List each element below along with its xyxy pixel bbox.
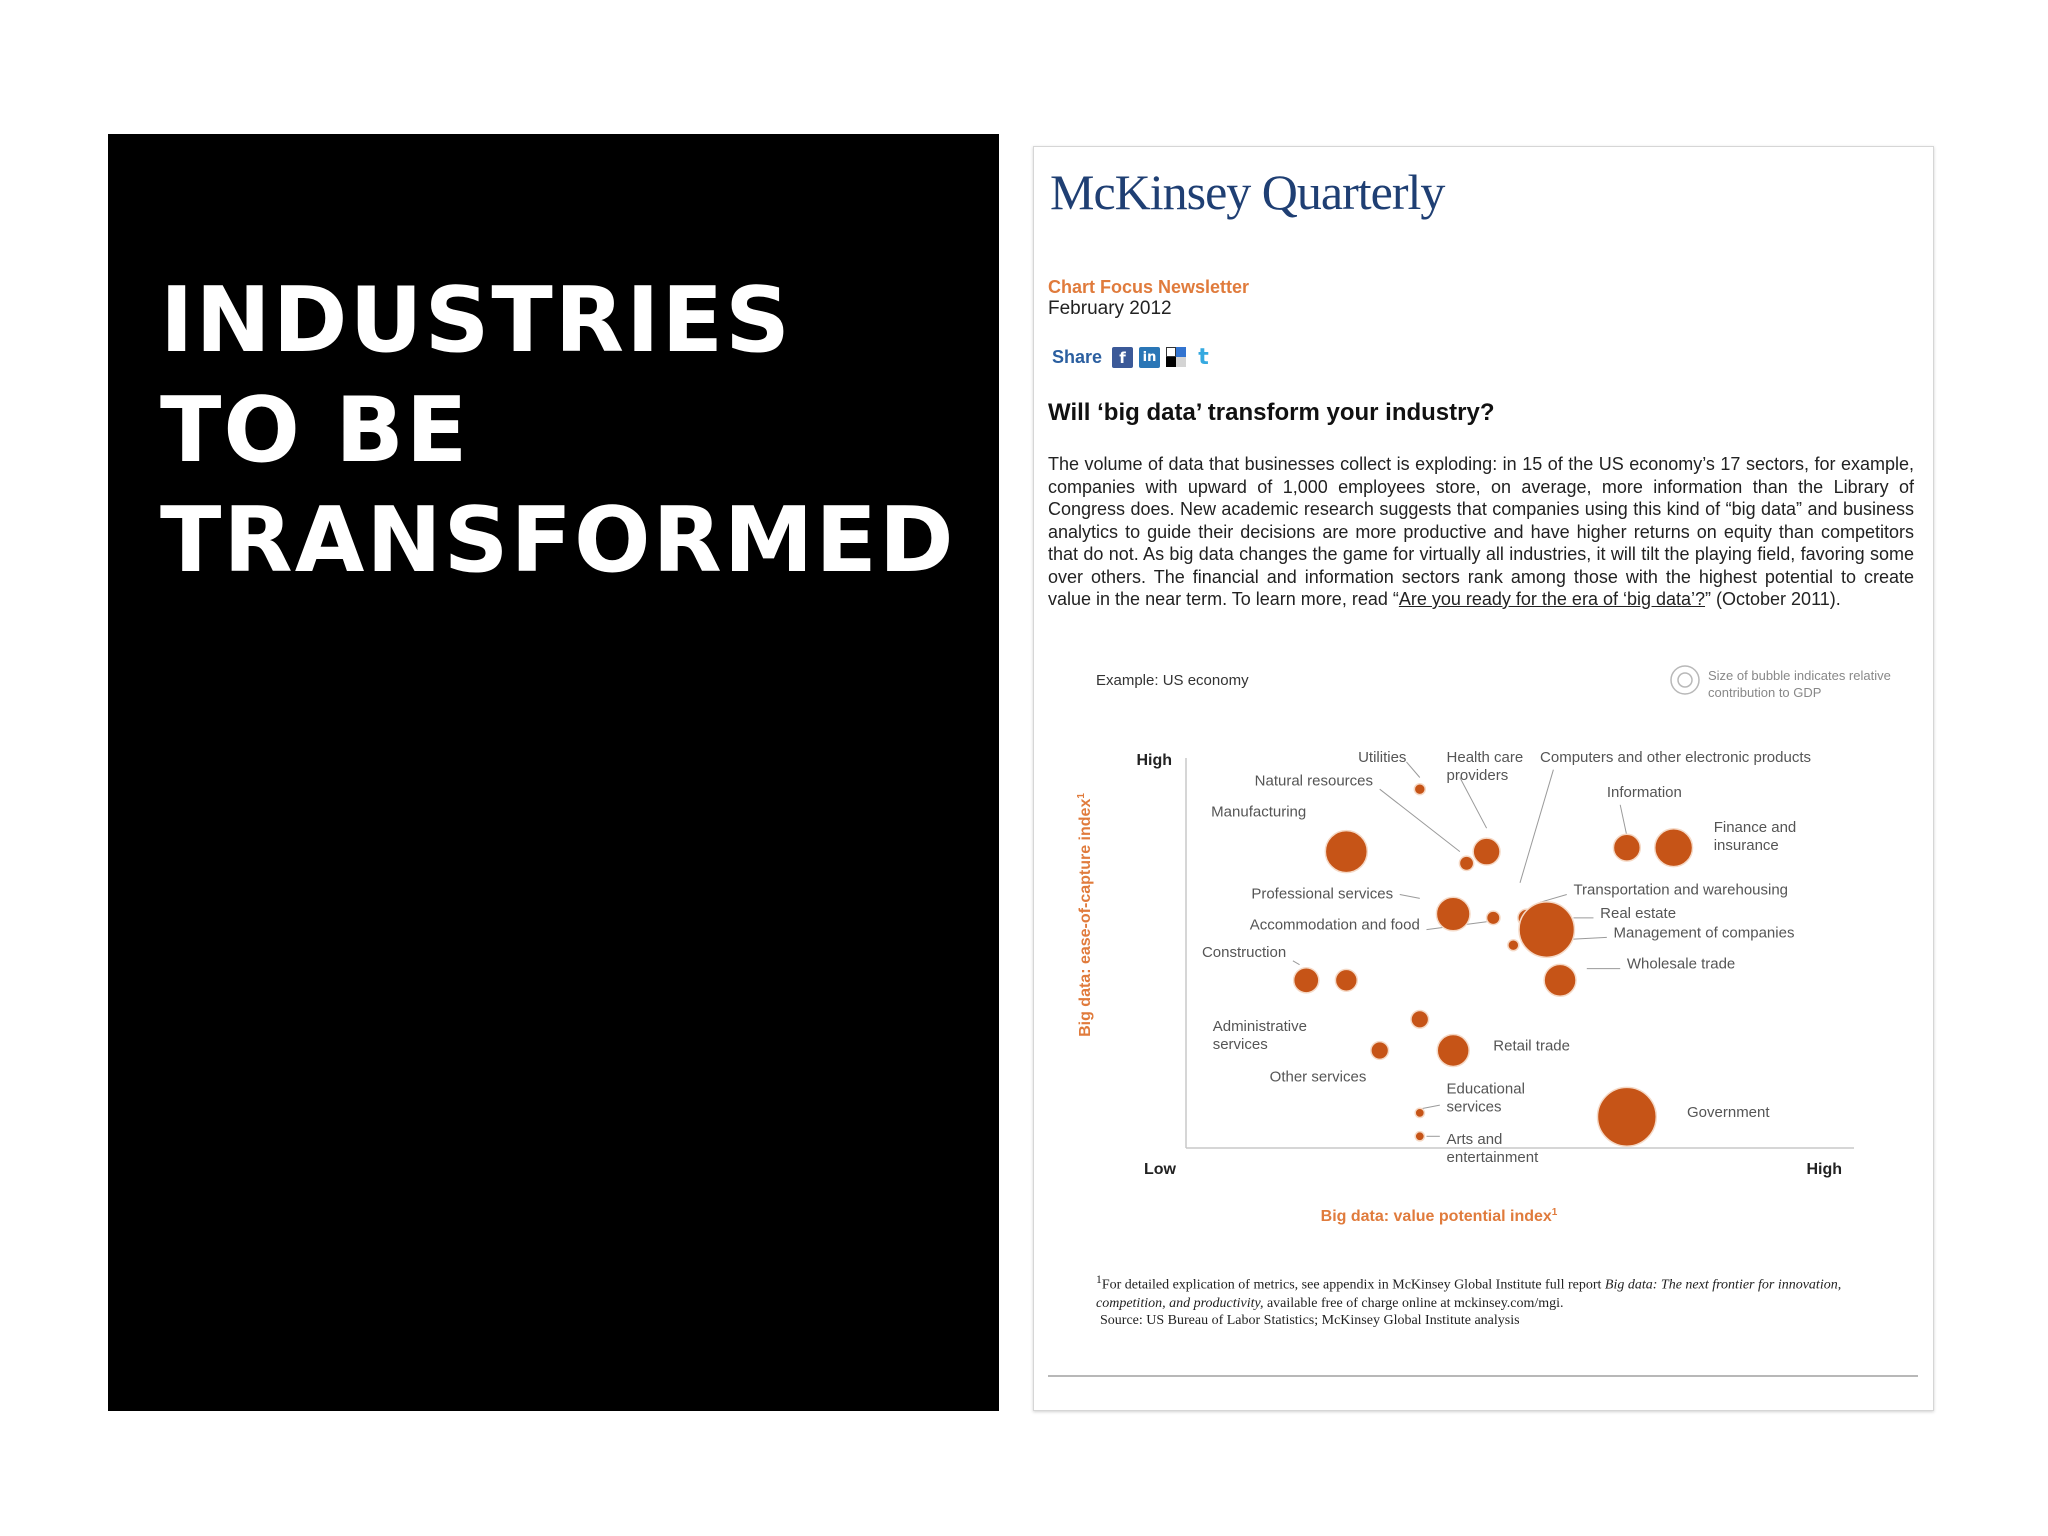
- bubble-label: Information: [1607, 784, 1682, 801]
- leader-line: [1406, 761, 1421, 778]
- bubble-label: Educational services: [1447, 1080, 1525, 1115]
- share-label: Share: [1052, 347, 1103, 367]
- leader-line: [1619, 804, 1628, 837]
- bubble-manufacturing: [1324, 829, 1369, 874]
- leader-line: [1399, 894, 1420, 899]
- y-axis-title-text: Big data: ease-of-capture index: [1077, 799, 1094, 1037]
- delicious-icon[interactable]: [1166, 347, 1187, 368]
- bubble-label: Wholesale trade: [1627, 956, 1735, 973]
- bottom-rule: [1048, 1375, 1918, 1377]
- footnote-report-title: Big data: The next frontier for innovati…: [1096, 1277, 1842, 1311]
- newsletter-document: McKinsey Quarterly Chart Focus Newslette…: [1033, 146, 1934, 1411]
- bubble-utilities: [1413, 782, 1427, 796]
- bubble-label: Transportation and warehousing: [1573, 882, 1788, 899]
- slide-title-line-3: TRANSFORMED: [160, 488, 956, 593]
- slide-title-line-1: INDUSTRIES: [160, 268, 792, 373]
- issue-date: February 2012: [1048, 298, 1172, 319]
- legend-bubble-outer-icon: [1670, 665, 1700, 695]
- x-tick-high: High: [1806, 1161, 1842, 1178]
- footnote-marker: 1: [1096, 1273, 1102, 1286]
- brand-logo: McKinsey Quarterly: [1050, 164, 1445, 220]
- bubble-label: Natural resources: [1255, 772, 1373, 789]
- bubble-professional-services: [1435, 896, 1471, 932]
- leader-line: [1419, 1104, 1440, 1110]
- bubble-label: Construction: [1202, 944, 1286, 961]
- article-title: Will ‘big data’ transform your industry?: [1048, 399, 1495, 426]
- bubble-government: [1596, 1086, 1658, 1147]
- bubble-chart-svg: Example: US economy Size of bubble indic…: [1076, 665, 1891, 1225]
- article-link[interactable]: Are you ready for the era of ‘big data’?: [1398, 589, 1706, 609]
- bubble-information: [1612, 833, 1642, 862]
- bubble-accommodation-and-food: [1485, 910, 1501, 926]
- footnote-tail: available free of charge online at mckin…: [1263, 1295, 1564, 1311]
- article-body: The volume of data that businesses colle…: [1048, 453, 1914, 611]
- article-body-tail: ” (October 2011).: [1705, 589, 1841, 609]
- bubble-natural-resources: [1458, 855, 1475, 872]
- x-axis-title-text: Big data: value potential index: [1321, 1208, 1552, 1225]
- facebook-icon[interactable]: f: [1112, 347, 1134, 368]
- article-body-text: The volume of data that businesses colle…: [1048, 454, 1914, 609]
- bubble-label: Other services: [1270, 1069, 1367, 1086]
- footnote-text: For detailed explication of metrics, see…: [1101, 1277, 1605, 1293]
- twitter-icon[interactable]: t: [1198, 345, 1209, 370]
- leader-line: [1519, 769, 1554, 883]
- bubble-health-care-providers: [1472, 837, 1501, 866]
- bubble-real-estate: [1518, 901, 1576, 959]
- bubble-arts-and-entertainment: [1414, 1130, 1426, 1142]
- bubble-wholesale-trade: [1543, 963, 1577, 998]
- bubble-group: [1292, 782, 1694, 1147]
- y-axis-title: Big data: ease-of-capture index1: [1076, 793, 1094, 1037]
- bubble-label-group: Utilities Health care providers Computers a…: [1202, 749, 1811, 1166]
- bubble-label: Accommodation and food: [1250, 917, 1420, 934]
- y-tick-high: High: [1136, 752, 1172, 769]
- leader-line: [1292, 960, 1300, 966]
- leader-line: [1539, 894, 1567, 903]
- linkedin-icon[interactable]: in: [1139, 347, 1161, 368]
- chart-subtitle: Example: US economy: [1096, 672, 1249, 689]
- bubble-educational-services: [1414, 1107, 1426, 1119]
- bubble-label: Health care providers: [1447, 749, 1524, 784]
- bubble-construction: [1292, 966, 1320, 994]
- legend-note-box: Size of bubble indicates relative contri…: [1708, 668, 1891, 700]
- bubble-administrative-services: [1410, 1009, 1430, 1029]
- bubble-construction: [1334, 968, 1358, 992]
- bubble-other-services: [1370, 1040, 1390, 1061]
- bubble-label: Manufacturing: [1211, 804, 1306, 821]
- x-axis-title-superscript: 1: [1552, 1207, 1558, 1218]
- leader-line: [1459, 777, 1488, 829]
- slide-title-line-2: TO BE: [160, 378, 470, 483]
- legend-note: Size of bubble indicates relative contri…: [1708, 668, 1891, 700]
- bubble-label: Arts and entertainment: [1447, 1131, 1540, 1166]
- y-axis-title-superscript: 1: [1076, 793, 1087, 799]
- bubble-finance-and-insurance: [1653, 828, 1694, 868]
- x-axis-title: Big data: value potential index1: [1321, 1207, 1558, 1225]
- bubble-management-of-companies: [1507, 938, 1520, 952]
- leader-line: [1379, 788, 1461, 852]
- legend-bubble-inner-icon: [1677, 672, 1693, 688]
- bubble-label: Computers and other electronic products: [1540, 749, 1811, 766]
- y-tick-low: Low: [1144, 1161, 1177, 1178]
- chart-axes: High Low High: [1136, 752, 1854, 1178]
- bubble-retail-trade: [1436, 1033, 1470, 1068]
- footnote: 1For detailed explication of metrics, se…: [1096, 1271, 1896, 1313]
- newsletter-name: Chart Focus Newsletter: [1048, 277, 1250, 297]
- bubble-label: Real estate: [1600, 905, 1676, 922]
- bubble-label: Utilities: [1358, 749, 1406, 766]
- bubble-label: Retail trade: [1493, 1038, 1570, 1055]
- title-panel: INDUSTRIES TO BE TRANSFORMED: [108, 134, 999, 1411]
- source-note: Source: US Bureau of Labor Statistics; M…: [1100, 1313, 1520, 1328]
- bubble-label: Government: [1687, 1104, 1770, 1121]
- bubble-label: Finance and insurance: [1714, 819, 1797, 854]
- bubble-label: Professional services: [1251, 885, 1393, 902]
- bubble-chart: Example: US economy Size of bubble indic…: [1074, 665, 1894, 1270]
- slide-title: INDUSTRIES TO BE TRANSFORMED: [160, 266, 956, 596]
- bubble-label: Administrative services: [1213, 1018, 1307, 1053]
- bubble-label: Management of companies: [1614, 924, 1795, 941]
- share-bar: Share f in t: [1052, 345, 1214, 370]
